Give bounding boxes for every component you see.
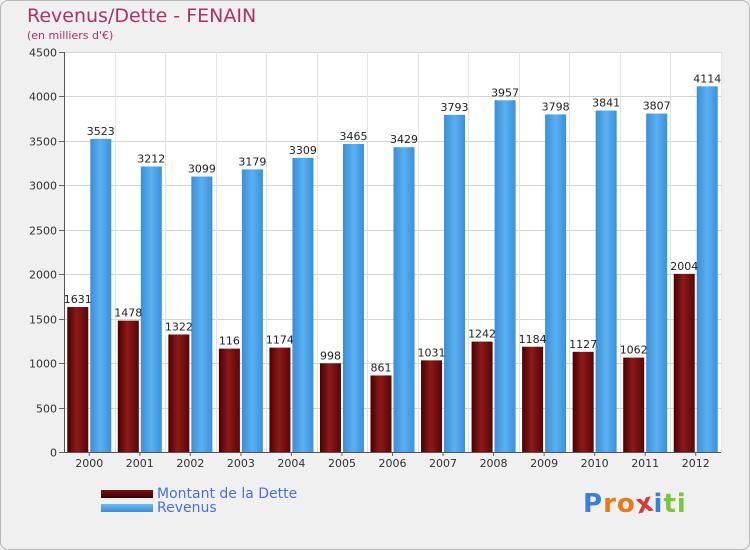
data-label-revenus-2012: 4114 [693, 72, 721, 85]
bar-revenus-2003 [241, 169, 263, 452]
bar-dette-2006 [370, 375, 392, 452]
proxiti-logo: Proxiti [583, 487, 687, 520]
x-tick-label-2011: 2011 [631, 457, 659, 470]
data-label-dette-2007: 1031 [418, 346, 446, 359]
bar-dette-2007 [421, 360, 443, 452]
legend-label-dette: Montant de la Dette [157, 486, 298, 502]
x-tick-label-2000: 2000 [75, 457, 103, 470]
data-label-revenus-2007: 3793 [441, 101, 469, 114]
x-tick-label-2004: 2004 [277, 457, 305, 470]
legend-swatch-revenus [101, 504, 153, 512]
bar-dette-2000 [67, 307, 89, 452]
x-tick-label-2001: 2001 [126, 457, 154, 470]
y-tick-label: 4000 [29, 91, 57, 104]
y-tick-label: 1000 [29, 358, 57, 371]
bar-revenus-2006 [393, 147, 415, 452]
data-label-dette-2003: 116 [219, 335, 240, 348]
data-label-dette-2011: 1062 [620, 344, 648, 357]
data-label-revenus-2003: 3179 [238, 155, 266, 168]
bar-revenus-2001 [140, 166, 162, 452]
y-tick-label: 4500 [29, 47, 57, 60]
bar-revenus-2004 [292, 157, 314, 452]
data-label-dette-2001: 1478 [114, 307, 142, 320]
data-label-revenus-2011: 3807 [643, 100, 671, 113]
data-label-dette-2010: 1127 [569, 338, 597, 351]
data-label-revenus-2010: 3841 [592, 97, 620, 110]
plot-area [64, 52, 721, 452]
data-label-dette-2009: 1184 [519, 333, 547, 346]
bar-revenus-2005 [342, 144, 364, 452]
bar-revenus-2008 [494, 100, 516, 453]
bar-dette-2008 [471, 341, 493, 452]
bar-dette-2005 [319, 363, 341, 452]
data-label-dette-2005: 998 [320, 349, 341, 362]
data-label-dette-2004: 1174 [266, 334, 294, 347]
x-tick-label-2009: 2009 [530, 457, 558, 470]
data-label-dette-2002: 1322 [165, 320, 193, 333]
bar-revenus-2007 [444, 114, 466, 452]
bar-revenus-2002 [191, 176, 213, 453]
y-tick-label: 3000 [29, 180, 57, 193]
y-tick-label: 0 [50, 447, 57, 460]
chart-title: Revenus/Dette - FENAIN [27, 5, 257, 27]
data-label-revenus-2000: 3523 [87, 125, 115, 138]
data-label-dette-2006: 861 [371, 361, 392, 374]
bar-revenus-2010 [595, 110, 617, 453]
logo-letter: i [653, 489, 664, 519]
bar-dette-2010 [572, 351, 594, 452]
x-tick-label-2002: 2002 [176, 457, 204, 470]
y-tick-label: 3500 [29, 136, 57, 149]
bar-dette-2012 [673, 273, 695, 452]
logo-letter: P [583, 489, 604, 519]
logo-letter: t [663, 489, 677, 519]
data-label-dette-2008: 1242 [468, 328, 496, 341]
data-label-revenus-2008: 3957 [491, 86, 519, 99]
bar-dette-2009 [522, 346, 544, 452]
bar-dette-2002 [168, 334, 190, 452]
chart-subtitle: (en milliers d'€) [27, 29, 114, 42]
data-label-revenus-2005: 3465 [339, 130, 367, 143]
y-tick-label: 1500 [29, 314, 57, 327]
data-label-revenus-2001: 3212 [137, 152, 165, 165]
bar-revenus-2011 [646, 113, 668, 452]
bar-revenus-2009 [545, 114, 567, 453]
y-tick-label: 2500 [29, 225, 57, 238]
y-tick-label: 2000 [29, 269, 57, 282]
logo-letter: r [603, 489, 617, 519]
y-tick-label: 500 [36, 403, 57, 416]
legend-swatch-dette [101, 490, 153, 498]
bar-revenus-2000 [90, 138, 112, 452]
bar-dette-2003 [218, 348, 240, 452]
data-label-revenus-2002: 3099 [188, 163, 216, 176]
bar-dette-2004 [269, 347, 291, 452]
x-tick-label-2003: 2003 [227, 457, 255, 470]
x-tick-label-2006: 2006 [379, 457, 407, 470]
data-label-revenus-2004: 3309 [289, 144, 317, 157]
data-label-dette-2012: 2004 [670, 260, 698, 273]
bar-dette-2011 [623, 357, 645, 452]
x-tick-label-2012: 2012 [682, 457, 710, 470]
bar-dette-2001 [117, 320, 139, 452]
x-tick-label-2005: 2005 [328, 457, 356, 470]
data-label-revenus-2009: 3798 [542, 100, 570, 113]
logo-letter: o [616, 489, 636, 519]
logo-letter: i [676, 489, 687, 519]
bar-revenus-2012 [696, 86, 718, 453]
data-label-dette-2000: 1631 [64, 293, 92, 306]
data-label-revenus-2006: 3429 [390, 133, 418, 146]
x-tick-label-2008: 2008 [480, 457, 508, 470]
legend-label-revenus: Revenus [157, 500, 217, 516]
x-tick-label-2010: 2010 [581, 457, 609, 470]
x-tick-label-2007: 2007 [429, 457, 457, 470]
